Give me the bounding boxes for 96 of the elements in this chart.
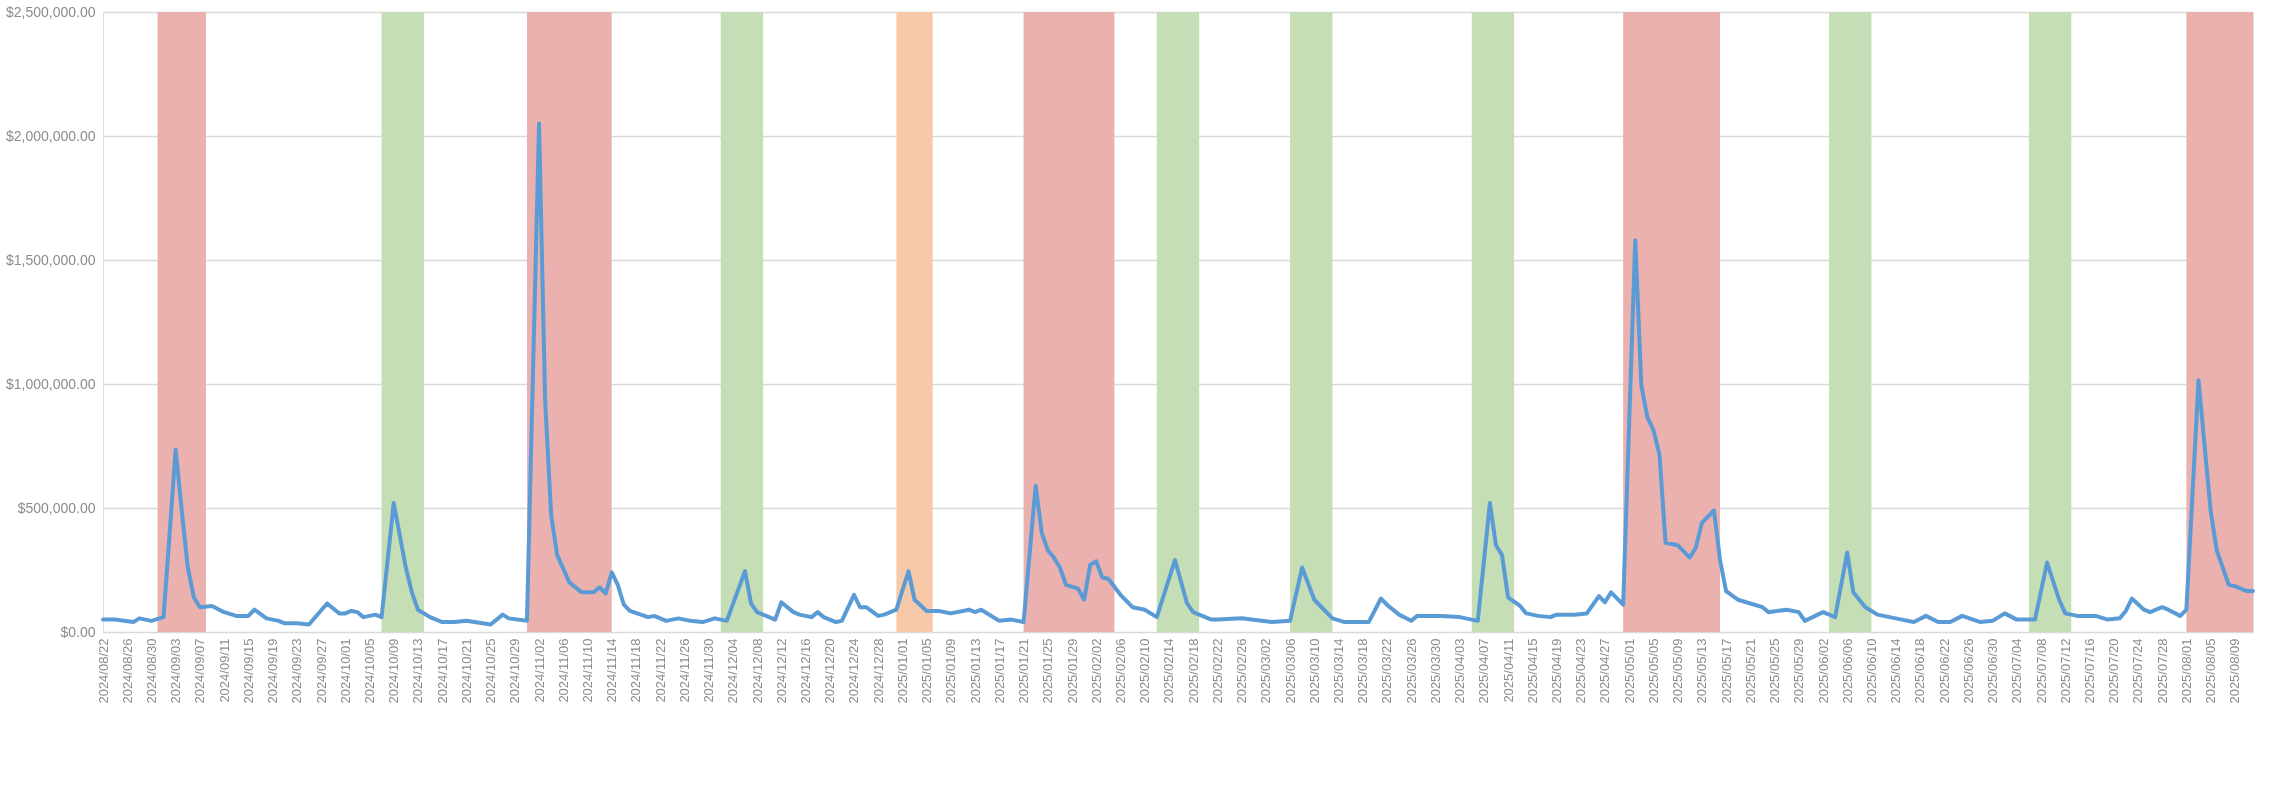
x-tick-label: 2025/05/21: [1742, 638, 1758, 704]
x-tick-label: 2025/03/30: [1427, 638, 1443, 704]
x-tick-label: 2024/09/19: [265, 638, 281, 704]
x-tick-label: 2024/10/21: [458, 638, 474, 704]
x-tick-label: 2025/03/06: [1282, 638, 1298, 704]
x-tick-label: 2025/03/10: [1306, 638, 1322, 704]
x-tick-label: 2025/07/28: [2154, 638, 2170, 704]
x-tick-label: 2025/04/23: [1573, 638, 1589, 704]
x-tick-label: 2025/06/30: [1985, 638, 2001, 704]
x-tick-label: 2024/10/01: [337, 638, 353, 704]
x-tick-label: 2025/04/27: [1597, 638, 1613, 704]
x-tick-label: 2024/10/29: [507, 638, 523, 704]
x-tick-label: 2025/07/16: [2081, 638, 2097, 704]
x-tick-label: 2025/04/19: [1549, 638, 1565, 704]
x-tick-label: 2025/02/06: [1112, 638, 1128, 704]
x-tick-label: 2025/02/14: [1161, 638, 1177, 704]
x-tick-label: 2025/01/05: [919, 638, 935, 704]
x-tick-label: 2025/02/22: [1209, 638, 1225, 704]
x-tick-label: 2024/09/15: [240, 638, 256, 704]
y-tick-label: $500,000.00: [17, 499, 96, 516]
x-tick-label: 2024/09/03: [168, 638, 184, 704]
x-tick-label: 2024/10/09: [386, 638, 402, 704]
x-tick-label: 2025/03/14: [1330, 638, 1346, 704]
x-tick-label: 2025/07/24: [2130, 638, 2146, 704]
y-tick-label: $2,000,000.00: [5, 127, 96, 144]
x-tick-label: 2024/12/20: [822, 638, 838, 704]
x-tick-label: 2025/05/13: [1694, 638, 1710, 704]
x-tick-label: 2025/06/26: [1960, 638, 1976, 704]
x-tick-label: 2025/04/07: [1476, 638, 1492, 704]
x-tick-label: 2024/10/13: [410, 638, 426, 704]
x-tick-label: 2024/12/08: [749, 638, 765, 704]
x-tick-label: 2024/12/16: [798, 638, 814, 704]
x-tick-label: 2025/07/08: [2033, 638, 2049, 704]
y-tick-label: $1,000,000.00: [5, 375, 96, 392]
y-tick-label: $0.00: [60, 623, 96, 640]
x-tick-label: 2024/08/22: [95, 638, 111, 704]
x-tick-label: 2025/01/29: [1064, 638, 1080, 704]
x-tick-label: 2024/11/10: [580, 638, 596, 703]
x-tick-label: 2025/05/05: [1645, 638, 1661, 704]
x-tick-label: 2025/01/09: [943, 638, 959, 704]
y-tick-label: $2,500,000.00: [5, 3, 96, 20]
x-tick-label: 2025/04/15: [1524, 638, 1540, 704]
x-tick-label: 2025/05/29: [1791, 638, 1807, 704]
x-tick-label: 2025/02/18: [1185, 638, 1201, 704]
x-tick-label: 2024/11/14: [604, 638, 620, 703]
x-tick-label: 2024/11/02: [531, 638, 547, 703]
line-series: [101, 121, 2255, 627]
x-tick-label: 2025/07/04: [2009, 638, 2025, 704]
x-tick-label: 2024/09/11: [216, 638, 232, 703]
x-tick-label: 2024/09/27: [313, 638, 329, 704]
x-tick-label: 2025/05/17: [1718, 638, 1734, 704]
x-tick-label: 2025/06/06: [1839, 638, 1855, 704]
x-tick-label: 2024/11/18: [628, 638, 644, 703]
x-tick-label: 2025/01/13: [967, 638, 983, 704]
x-tick-label: 2025/06/02: [1815, 638, 1831, 704]
x-tick-label: 2025/08/05: [2203, 638, 2219, 704]
x-tick-label: 2025/03/02: [1258, 638, 1274, 704]
x-tick-label: 2025/01/01: [894, 638, 910, 704]
x-tick-label: 2025/08/09: [2227, 638, 2243, 704]
x-tick-label: 2025/02/10: [1137, 638, 1153, 704]
x-tick-label: 2025/01/25: [1040, 638, 1056, 704]
x-tick-label: 2025/03/22: [1379, 638, 1395, 704]
x-tick-label: 2024/11/30: [701, 638, 717, 703]
x-tick-label: 2025/01/17: [991, 638, 1007, 704]
x-tick-label: 2025/04/03: [1452, 638, 1468, 704]
x-tick-label: 2024/12/12: [773, 638, 789, 704]
x-tick-label: 2025/03/26: [1403, 638, 1419, 704]
x-tick-label: 2025/08/01: [2178, 638, 2194, 704]
x-tick-label: 2024/10/17: [434, 638, 450, 704]
x-tick-label: 2024/12/28: [870, 638, 886, 704]
x-tick-label: 2024/08/26: [119, 638, 135, 704]
x-tick-label: 2025/05/01: [1621, 638, 1637, 704]
x-tick-label: 2025/04/11: [1500, 638, 1516, 703]
x-tick-label: 2025/06/10: [1863, 638, 1879, 704]
x-tick-label: 2025/05/09: [1670, 638, 1686, 704]
x-tick-label: 2024/11/26: [676, 638, 692, 703]
x-tick-label: 2025/02/26: [1234, 638, 1250, 704]
x-tick-label: 2024/09/23: [289, 638, 305, 704]
x-tick-label: 2024/08/30: [143, 638, 159, 704]
x-tick-label: 2025/07/20: [2106, 638, 2122, 704]
x-tick-label: 2024/10/05: [361, 638, 377, 704]
x-tick-label: 2025/07/12: [2057, 638, 2073, 704]
x-tick-label: 2025/02/02: [1088, 638, 1104, 704]
x-tick-label: 2025/06/18: [1912, 638, 1928, 704]
y-tick-label: $1,500,000.00: [5, 251, 96, 268]
x-tick-label: 2024/10/25: [483, 638, 499, 704]
x-tick-label: 2024/12/04: [725, 638, 741, 704]
x-tick-label: 2024/11/06: [555, 638, 571, 703]
x-tick-label: 2025/03/18: [1355, 638, 1371, 704]
x-tick-label: 2024/12/24: [846, 638, 862, 704]
x-tick-label: 2025/06/22: [1936, 638, 1952, 704]
x-tick-label: 2025/01/21: [1016, 638, 1032, 704]
x-tick-label: 2024/09/07: [192, 638, 208, 704]
x-tick-label: 2024/11/22: [652, 638, 668, 703]
x-tick-label: 2025/06/14: [1888, 638, 1904, 704]
x-tick-label: 2025/05/25: [1767, 638, 1783, 704]
